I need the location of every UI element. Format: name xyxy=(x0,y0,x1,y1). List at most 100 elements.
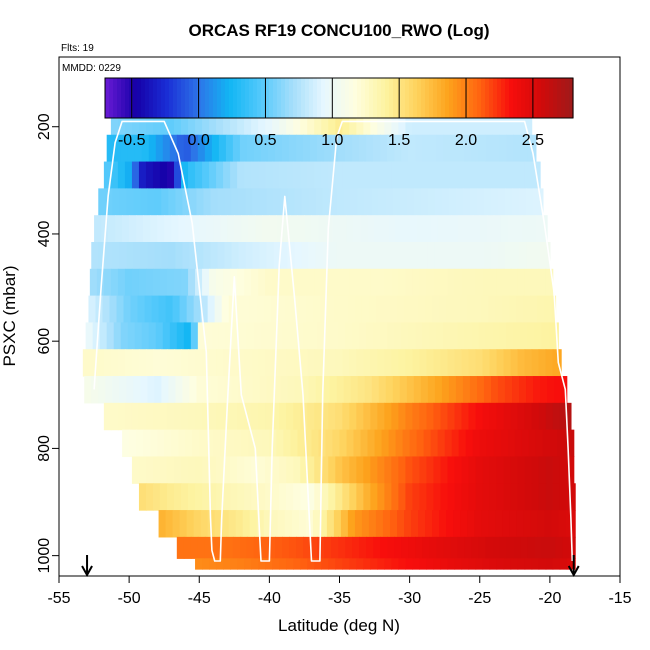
heatmap-cell xyxy=(328,107,336,136)
y-tick-label: 1000 xyxy=(36,538,53,574)
colorbar-segment xyxy=(433,78,438,118)
heatmap-cell xyxy=(188,349,196,377)
heatmap-cell xyxy=(117,402,126,431)
heatmap-cell xyxy=(406,376,415,404)
heatmap-cell xyxy=(335,107,343,136)
heatmap-cell xyxy=(88,295,97,324)
heatmap-cell xyxy=(489,402,498,431)
heatmap-cell xyxy=(244,456,252,484)
heatmap-cell xyxy=(145,268,154,297)
heatmap-cell xyxy=(514,429,523,458)
heatmap-cell xyxy=(566,558,575,570)
colorbar-segment xyxy=(217,78,222,118)
heatmap-cell xyxy=(303,134,311,163)
heatmap-cell xyxy=(197,134,206,163)
heatmap-cell xyxy=(468,402,477,431)
heatmap-cell xyxy=(467,510,475,538)
heatmap-cell xyxy=(127,134,136,163)
heatmap-cell xyxy=(385,241,394,270)
heatmap-cell xyxy=(427,376,436,404)
heatmap-cell xyxy=(340,295,349,324)
heatmap-cell xyxy=(315,241,324,270)
heatmap-cell xyxy=(412,483,421,511)
heatmap-cell xyxy=(151,295,160,324)
heatmap-cell xyxy=(235,295,244,324)
heatmap-cell xyxy=(523,295,531,324)
heatmap-cell xyxy=(342,268,350,297)
heatmap-cell xyxy=(188,456,196,484)
heatmap-cell xyxy=(506,536,515,559)
heatmap-cell xyxy=(464,134,472,163)
heatmap-cell xyxy=(218,322,227,350)
heatmap-cell xyxy=(112,241,120,270)
colorbar-segment xyxy=(309,78,314,118)
heatmap-cell xyxy=(387,536,395,559)
heatmap-cell xyxy=(124,349,133,377)
colorbar-segment xyxy=(205,78,210,118)
heatmap-cell xyxy=(290,429,299,458)
heatmap-cell xyxy=(415,322,423,350)
x-tick-label: -20 xyxy=(538,590,561,607)
heatmap-cell xyxy=(460,510,468,538)
heatmap-cell xyxy=(340,510,349,538)
colorbar-segment xyxy=(405,78,410,118)
heatmap-cell xyxy=(183,536,192,559)
heatmap-cell xyxy=(89,268,98,297)
heatmap-cell xyxy=(195,456,203,484)
heatmap-cell xyxy=(328,483,336,511)
heatmap-cell xyxy=(262,429,270,458)
heatmap-cell xyxy=(134,322,143,350)
colorbar-segment xyxy=(277,78,282,118)
date-label: MMDD: 0229 xyxy=(62,63,121,74)
heatmap-cell xyxy=(436,536,444,559)
heatmap-cell xyxy=(483,188,492,216)
colorbar-segment xyxy=(321,78,326,118)
colorbar-tick-label: 1.5 xyxy=(388,132,410,149)
heatmap-cell xyxy=(174,402,182,431)
heatmap-cell xyxy=(381,215,390,243)
heatmap-cell xyxy=(286,107,294,136)
heatmap-cell xyxy=(174,107,182,136)
colorbar-segment xyxy=(485,78,490,118)
heatmap-cell xyxy=(516,295,524,324)
heatmap-cell xyxy=(426,456,435,484)
heatmap-cell xyxy=(440,483,449,511)
heatmap-cell xyxy=(159,349,168,377)
heatmap-cell xyxy=(333,295,342,324)
colorbar-segment xyxy=(561,78,566,118)
heatmap-cell xyxy=(140,188,148,216)
colorbar-segment xyxy=(117,78,122,118)
heatmap-cell xyxy=(143,215,151,243)
heatmap-cell xyxy=(253,134,262,163)
heatmap-cell xyxy=(531,161,540,189)
heatmap-cell xyxy=(531,349,540,377)
heatmap-cell xyxy=(350,188,359,216)
heatmap-cell xyxy=(384,402,392,431)
heatmap-cell xyxy=(531,558,540,570)
heatmap-cell xyxy=(419,402,428,431)
heatmap-cell xyxy=(440,558,449,570)
colorbar-segment xyxy=(145,78,150,118)
heatmap-cell xyxy=(228,510,237,538)
heatmap-cell xyxy=(115,215,123,243)
heatmap-cell xyxy=(427,241,436,270)
heatmap-cell xyxy=(342,161,350,189)
heatmap-cell xyxy=(195,349,203,377)
colorbar-segment xyxy=(413,78,418,118)
heatmap-cell xyxy=(405,558,414,570)
heatmap-cell xyxy=(402,429,411,458)
colorbar-segment xyxy=(293,78,298,118)
heatmap-cell xyxy=(548,536,557,559)
colorbar-tick-label: 2.0 xyxy=(455,132,477,149)
heatmap-cell xyxy=(448,376,457,404)
heatmap-cell xyxy=(131,456,140,484)
heatmap-cell xyxy=(230,107,238,136)
heatmap-cell xyxy=(454,402,463,431)
heatmap-cell xyxy=(255,429,263,458)
heatmap-cell xyxy=(433,456,442,484)
colorbar-segment xyxy=(477,78,482,118)
heatmap-cell xyxy=(363,558,371,570)
colorbar-segment xyxy=(317,78,322,118)
colorbar-segment xyxy=(513,78,518,118)
heatmap-cell xyxy=(113,134,122,163)
